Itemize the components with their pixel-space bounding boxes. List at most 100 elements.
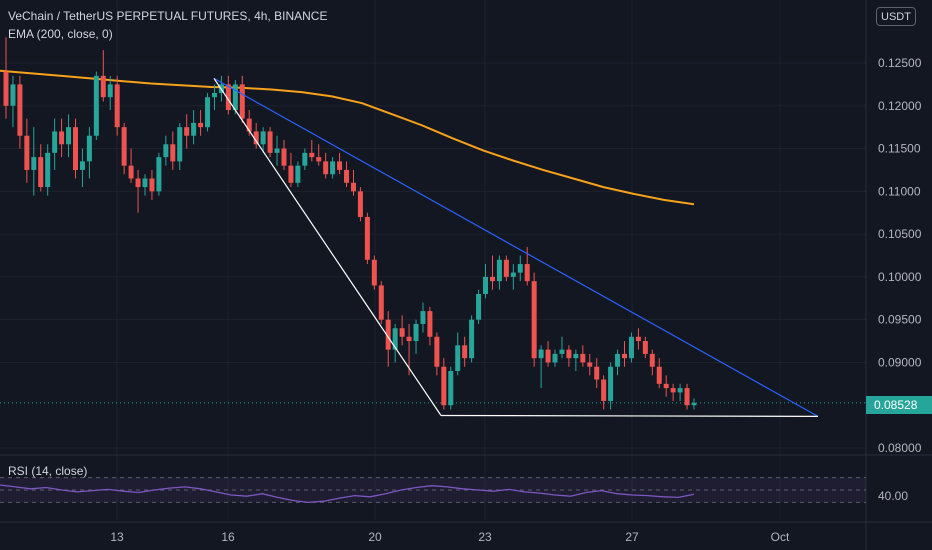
ema-indicator-label[interactable]: EMA (200, close, 0) (8, 27, 113, 41)
candle-body (378, 285, 384, 320)
time-axis[interactable]: 13 16 20 23 27 Oct (110, 530, 790, 544)
candle-body (93, 75, 99, 136)
candle-body (337, 161, 343, 170)
candle-body (448, 371, 454, 406)
candle-body (274, 148, 280, 153)
candle-body (441, 366, 447, 406)
symbol-title[interactable]: VeChain / TetherUS PERPETUAL FUTURES, 4h… (8, 9, 328, 23)
candle-body (17, 84, 23, 136)
candle-body (566, 349, 572, 359)
candle-body (295, 165, 301, 183)
candle-body (594, 366, 600, 380)
candle-body (628, 336, 634, 359)
candle-body (128, 165, 134, 179)
candle-body (517, 264, 523, 273)
time-tick-label: 27 (625, 530, 639, 544)
candle-body (135, 178, 141, 188)
candle-body (323, 161, 329, 175)
candle-body (225, 84, 231, 111)
candles (3, 37, 697, 410)
price-tick-label: 0.08000 (878, 441, 922, 455)
candle-body (177, 127, 183, 162)
candle-body (455, 345, 461, 371)
candle-body (670, 388, 676, 393)
candle-body (330, 161, 336, 175)
rsi-indicator-label[interactable]: RSI (14, close) (8, 464, 88, 478)
candle-body (538, 349, 544, 359)
candle-body (601, 379, 607, 401)
candle-body (302, 152, 308, 166)
candle-body (52, 131, 58, 153)
trendlines (213, 77, 819, 417)
candle-body (503, 259, 509, 277)
candle-body (469, 319, 475, 359)
trendline-lower (440, 414, 819, 417)
price-tick-label: 0.09500 (878, 313, 922, 327)
candle-body (198, 122, 204, 128)
candle-body (211, 92, 217, 98)
candle-body (281, 148, 287, 166)
candle-body (239, 84, 245, 119)
candle-body (267, 131, 273, 153)
candle-body (531, 281, 537, 359)
candle-body (86, 135, 92, 162)
candle-body (684, 388, 690, 406)
candle-body (316, 157, 322, 162)
candle-body (510, 272, 516, 277)
candle-body (615, 353, 621, 367)
candle-body (253, 131, 259, 145)
candle-body (483, 276, 489, 294)
candle-body (149, 178, 155, 192)
time-tick-label: 20 (368, 530, 382, 544)
candle-body (489, 276, 495, 282)
candle-body (3, 71, 9, 106)
candle-body (10, 84, 16, 106)
time-tick-label: Oct (771, 530, 790, 544)
candle-body (420, 311, 426, 324)
candle-body (462, 345, 468, 359)
candle-body (559, 349, 565, 354)
candle-body (184, 127, 190, 136)
quote-currency-button[interactable]: USDT (876, 7, 916, 26)
candle-body (552, 353, 558, 363)
candle-body (663, 383, 669, 389)
candle-body (357, 191, 363, 217)
candle-body (79, 161, 85, 170)
candle-body (156, 157, 162, 192)
candle-body (309, 152, 315, 158)
candle-body (622, 353, 628, 359)
candle-body (691, 402, 697, 406)
ema-line (0, 69, 695, 206)
candle-body (385, 319, 391, 350)
candle-body (580, 353, 586, 363)
price-tick-label: 0.11000 (878, 184, 921, 198)
candle-body (100, 75, 106, 98)
candle-body (434, 336, 440, 367)
last-price-label: 0.08528 (866, 396, 932, 414)
candle-body (288, 165, 294, 183)
candle-body (371, 259, 377, 286)
candle-body (66, 127, 72, 145)
candle-body (107, 84, 113, 98)
price-tick-label: 0.10500 (878, 227, 922, 241)
candle-body (656, 366, 662, 384)
candle-body (399, 328, 405, 337)
candle-body (635, 336, 641, 342)
price-tick-label: 0.11500 (878, 142, 921, 156)
candle-body (72, 127, 78, 170)
candle-body (406, 336, 412, 342)
candle-body (545, 349, 551, 363)
candle-body (114, 84, 120, 128)
candle-body (649, 353, 655, 367)
candle-body (350, 182, 356, 192)
candle-body (246, 118, 252, 132)
candle-body (45, 152, 51, 188)
candle-body (232, 84, 238, 111)
candle-body (59, 131, 65, 145)
price-axis[interactable]: 0.12500 0.12000 0.11500 0.11000 0.10500 0.100… (878, 56, 922, 503)
trendline-upper (213, 77, 819, 417)
candle-body (31, 157, 37, 170)
candle-body (191, 122, 197, 136)
rsi-curve (0, 484, 695, 504)
time-tick-label: 16 (221, 530, 235, 544)
